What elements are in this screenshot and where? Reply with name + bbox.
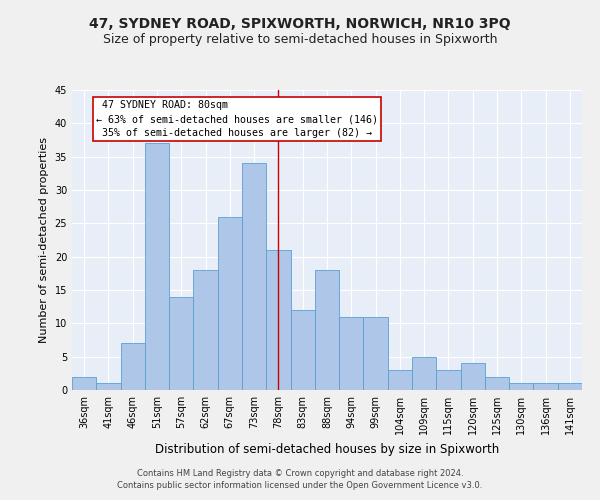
Bar	[412, 356, 436, 390]
Bar	[315, 270, 339, 390]
Bar	[121, 344, 145, 390]
Bar	[218, 216, 242, 390]
Bar	[436, 370, 461, 390]
Bar	[96, 384, 121, 390]
Bar	[266, 250, 290, 390]
Text: 47, SYDNEY ROAD, SPIXWORTH, NORWICH, NR10 3PQ: 47, SYDNEY ROAD, SPIXWORTH, NORWICH, NR1…	[89, 18, 511, 32]
X-axis label: Distribution of semi-detached houses by size in Spixworth: Distribution of semi-detached houses by …	[155, 442, 499, 456]
Bar	[388, 370, 412, 390]
Bar	[145, 144, 169, 390]
Bar	[485, 376, 509, 390]
Bar	[242, 164, 266, 390]
Y-axis label: Number of semi-detached properties: Number of semi-detached properties	[39, 137, 49, 343]
Bar	[72, 376, 96, 390]
Bar	[169, 296, 193, 390]
Text: 47 SYDNEY ROAD: 80sqm
← 63% of semi-detached houses are smaller (146)
 35% of se: 47 SYDNEY ROAD: 80sqm ← 63% of semi-deta…	[96, 100, 378, 138]
Text: Contains HM Land Registry data © Crown copyright and database right 2024.
Contai: Contains HM Land Registry data © Crown c…	[118, 468, 482, 490]
Bar	[290, 310, 315, 390]
Bar	[509, 384, 533, 390]
Text: Size of property relative to semi-detached houses in Spixworth: Size of property relative to semi-detach…	[103, 32, 497, 46]
Bar	[533, 384, 558, 390]
Bar	[193, 270, 218, 390]
Bar	[364, 316, 388, 390]
Bar	[339, 316, 364, 390]
Bar	[558, 384, 582, 390]
Bar	[461, 364, 485, 390]
